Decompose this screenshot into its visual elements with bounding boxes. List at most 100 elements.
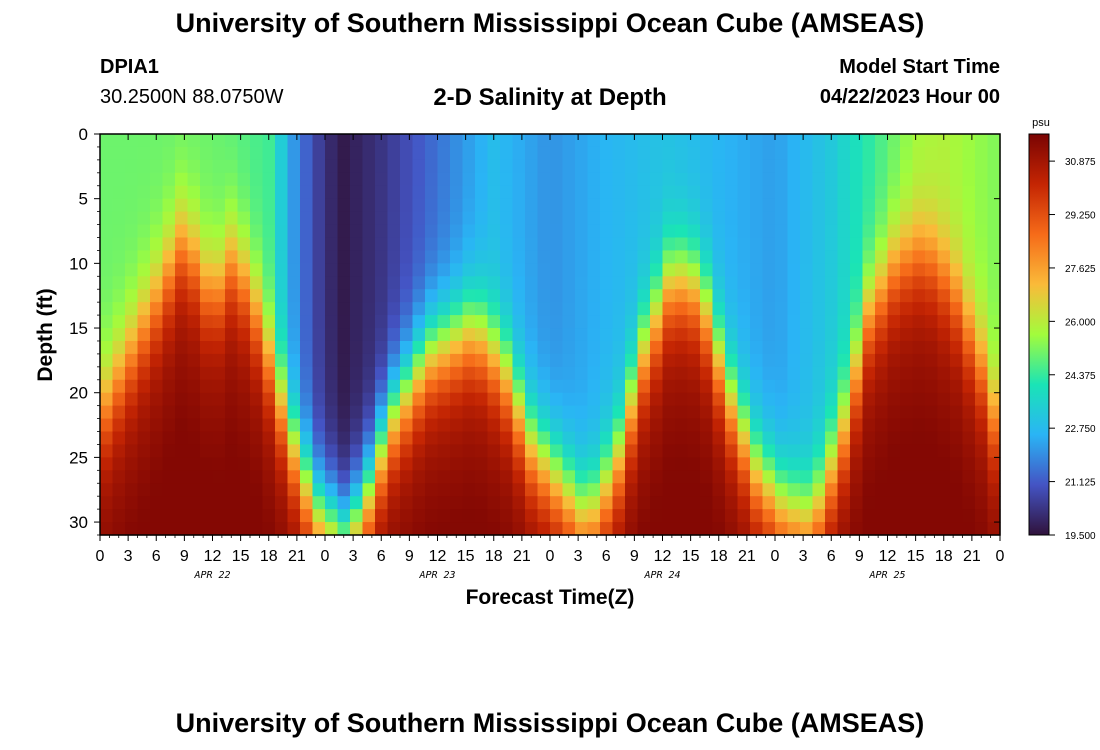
heatmap-cell: [512, 134, 526, 148]
heatmap-cell: [387, 224, 401, 239]
heatmap-cell: [987, 211, 1001, 226]
heatmap-cell: [662, 457, 676, 471]
heatmap-cell: [300, 146, 314, 161]
heatmap-cell: [137, 431, 151, 446]
heatmap-cell: [987, 353, 1001, 368]
heatmap-cell: [687, 496, 701, 510]
heatmap-cell: [525, 509, 539, 523]
heatmap-cell: [350, 379, 364, 394]
heatmap-cell: [300, 302, 314, 316]
heatmap-cell: [262, 379, 276, 394]
heatmap-cell: [362, 211, 376, 226]
heatmap-cell: [300, 522, 314, 536]
heatmap-cell: [912, 405, 926, 420]
heatmap-cell: [725, 379, 739, 394]
heatmap-cell: [150, 185, 164, 200]
heatmap-cell: [800, 392, 814, 407]
heatmap-cell: [787, 276, 801, 290]
heatmap-cell: [125, 134, 139, 148]
heatmap-cell: [475, 172, 489, 187]
heatmap-cell: [237, 237, 251, 252]
heatmap-cell: [887, 315, 901, 329]
heatmap-cell: [487, 496, 501, 510]
heatmap-cell: [137, 366, 151, 381]
heatmap-cell: [287, 340, 301, 355]
heatmap-cell: [175, 315, 189, 329]
heatmap-cell: [700, 431, 714, 446]
heatmap-cell: [887, 185, 901, 200]
heatmap-cell: [750, 340, 764, 355]
heatmap-cell: [912, 224, 926, 239]
heatmap-cell: [737, 237, 751, 252]
heatmap-cell: [237, 224, 251, 239]
heatmap-cell: [862, 198, 876, 213]
heatmap-cell: [212, 211, 226, 226]
heatmap-cell: [275, 328, 289, 342]
heatmap-cell: [712, 509, 726, 523]
heatmap-cell: [400, 276, 414, 290]
heatmap-cell: [325, 159, 339, 174]
heatmap-cell: [750, 302, 764, 316]
heatmap-cell: [787, 185, 801, 200]
heatmap-cell: [425, 444, 439, 458]
heatmap-cell: [237, 509, 251, 523]
heatmap-cell: [600, 496, 614, 510]
heatmap-cell: [662, 146, 676, 161]
heatmap-cell: [862, 470, 876, 484]
heatmap-cell: [300, 470, 314, 484]
heatmap-cell: [362, 289, 376, 303]
heatmap-cell: [262, 444, 276, 458]
heatmap-cell: [737, 509, 751, 523]
heatmap-cell: [800, 353, 814, 368]
heatmap-cell: [825, 250, 839, 264]
heatmap-cell: [237, 198, 251, 213]
heatmap-cell: [100, 302, 114, 316]
heatmap-cell: [287, 250, 301, 264]
heatmap-cell: [325, 431, 339, 446]
heatmap-cell: [175, 509, 189, 523]
heatmap-cell: [100, 276, 114, 290]
heatmap-cell: [537, 470, 551, 484]
heatmap-cell: [425, 496, 439, 510]
heatmap-cell: [850, 146, 864, 161]
heatmap-cell: [262, 353, 276, 368]
heatmap-cell: [287, 315, 301, 329]
heatmap-cell: [437, 366, 451, 381]
heatmap-cell: [262, 496, 276, 510]
heatmap-cell: [312, 522, 326, 536]
heatmap-cell: [612, 431, 626, 446]
heatmap-cell: [962, 159, 976, 174]
heatmap-cell: [625, 392, 639, 407]
heatmap-cell: [687, 418, 701, 433]
heatmap-cell: [862, 172, 876, 187]
heatmap-cell: [225, 470, 239, 484]
heatmap-cell: [362, 340, 376, 355]
heatmap-cell: [600, 224, 614, 239]
heatmap-cell: [712, 250, 726, 264]
heatmap-cell: [875, 405, 889, 420]
heatmap-cell: [587, 237, 601, 252]
heatmap-cell: [212, 315, 226, 329]
heatmap-cell: [737, 302, 751, 316]
heatmap-cell: [425, 457, 439, 471]
x-tick-label: 0: [546, 548, 555, 565]
heatmap-cell: [687, 328, 701, 342]
heatmap-cell: [912, 276, 926, 290]
heatmap-cell: [262, 134, 276, 148]
heatmap-cell: [650, 522, 664, 536]
heatmap-cell: [600, 134, 614, 148]
heatmap-cell: [350, 172, 364, 187]
heatmap-cell: [850, 185, 864, 200]
heatmap-cell: [100, 483, 114, 497]
heatmap-cell: [312, 366, 326, 381]
heatmap-cell: [700, 172, 714, 187]
heatmap-cell: [800, 405, 814, 420]
heatmap-cell: [450, 340, 464, 355]
heatmap-cell: [412, 418, 426, 433]
heatmap-cell: [137, 159, 151, 174]
heatmap-cell: [612, 444, 626, 458]
heatmap-cell: [550, 159, 564, 174]
heatmap-cell: [262, 483, 276, 497]
heatmap-cell: [525, 263, 539, 277]
heatmap-cell: [412, 211, 426, 226]
